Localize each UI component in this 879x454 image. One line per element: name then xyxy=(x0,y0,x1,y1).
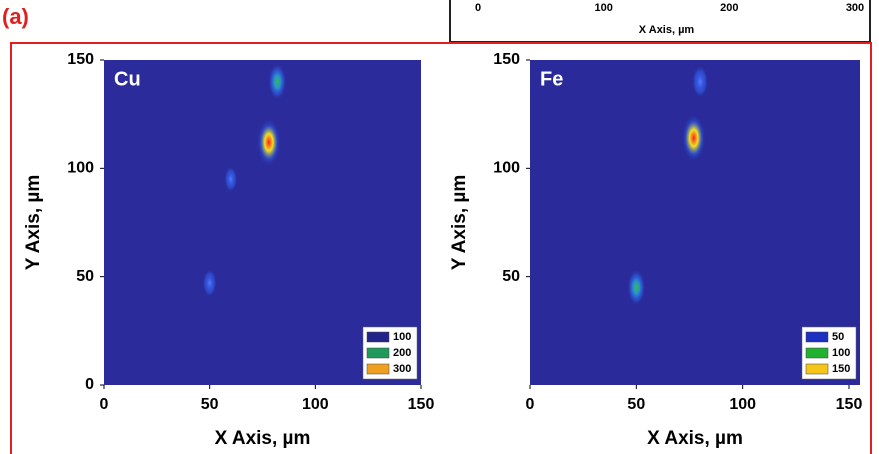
y-tick-label: 150 xyxy=(67,51,94,68)
x-tick-label: 100 xyxy=(594,2,612,14)
legend-label: 100 xyxy=(832,347,850,359)
x-tick-label: 200 xyxy=(720,2,738,14)
y-axis-title: Y Axis, µm xyxy=(23,175,44,270)
legend-swatch xyxy=(805,363,829,375)
x-tick-label: 50 xyxy=(201,396,219,413)
x-tick-label: 150 xyxy=(836,396,863,413)
legend-label: 200 xyxy=(393,347,411,359)
hotspot xyxy=(202,269,217,298)
x-tick-label: 0 xyxy=(100,396,109,413)
legend-swatch xyxy=(805,331,829,343)
legend-swatch xyxy=(366,363,390,375)
y-tick-label: 150 xyxy=(493,51,520,68)
legend-label: 100 xyxy=(393,331,411,343)
x-axis-title: X Axis, µm xyxy=(215,428,311,449)
x-tick-label: 100 xyxy=(302,396,329,413)
y-axis-title: Y Axis, µm xyxy=(449,175,470,270)
x-axis-title: X Axis, µm xyxy=(639,24,695,36)
y-tick-label: 50 xyxy=(502,268,520,285)
y-tick-label: 0 xyxy=(85,376,94,393)
hotspot xyxy=(627,269,646,306)
x-tick-label: 150 xyxy=(408,396,435,413)
legend-swatch xyxy=(366,347,390,359)
panel-frame xyxy=(10,42,872,454)
x-tick-label: 300 xyxy=(846,2,864,14)
x-tick-label: 0 xyxy=(526,396,535,413)
y-tick-label: 100 xyxy=(493,160,520,177)
panel-label: (a) xyxy=(2,4,29,29)
y-tick-label: 50 xyxy=(76,268,94,285)
legend-label: 150 xyxy=(832,363,850,375)
element-label: Cu xyxy=(114,68,141,90)
legend-label: 300 xyxy=(393,363,411,375)
heatmap-spots xyxy=(202,63,287,298)
x-tick-label: 0 xyxy=(475,2,481,14)
hotspot xyxy=(256,118,281,167)
element-label: Fe xyxy=(540,68,563,90)
x-axis-title: X Axis, µm xyxy=(647,428,743,449)
hotspot xyxy=(681,114,706,162)
hotspot xyxy=(224,166,238,192)
legend-label: 50 xyxy=(832,331,844,343)
x-tick-label: 100 xyxy=(729,396,756,413)
y-tick-label: 100 xyxy=(67,160,94,177)
legend-swatch xyxy=(805,347,829,359)
heatmap-spots xyxy=(627,65,709,306)
hotspot xyxy=(268,63,287,101)
x-tick-label: 50 xyxy=(627,396,645,413)
hotspot xyxy=(692,65,709,98)
legend-swatch xyxy=(366,331,390,343)
